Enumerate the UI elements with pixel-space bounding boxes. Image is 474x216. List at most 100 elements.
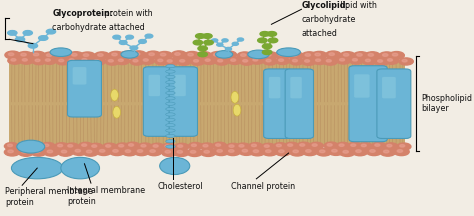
Circle shape <box>329 53 335 56</box>
Circle shape <box>38 36 48 40</box>
Circle shape <box>306 150 311 152</box>
Circle shape <box>118 145 124 147</box>
Circle shape <box>366 148 382 156</box>
Ellipse shape <box>166 129 175 132</box>
Circle shape <box>102 143 117 150</box>
Circle shape <box>150 143 164 150</box>
Circle shape <box>380 148 395 156</box>
Circle shape <box>312 144 317 146</box>
FancyBboxPatch shape <box>73 67 86 85</box>
Circle shape <box>4 148 20 156</box>
Circle shape <box>188 143 202 150</box>
Ellipse shape <box>166 140 175 143</box>
Circle shape <box>138 40 146 43</box>
Circle shape <box>35 150 40 153</box>
Circle shape <box>31 148 46 156</box>
Circle shape <box>165 150 171 153</box>
Circle shape <box>83 54 89 56</box>
Circle shape <box>80 52 95 60</box>
Ellipse shape <box>166 91 175 95</box>
Circle shape <box>180 60 185 62</box>
Circle shape <box>100 149 105 152</box>
Circle shape <box>66 57 80 64</box>
Circle shape <box>184 51 200 59</box>
Circle shape <box>198 52 208 57</box>
Text: protein with: protein with <box>101 9 152 18</box>
Circle shape <box>263 50 272 55</box>
FancyBboxPatch shape <box>382 77 396 98</box>
Ellipse shape <box>50 48 72 57</box>
Circle shape <box>123 53 128 56</box>
FancyBboxPatch shape <box>148 75 160 96</box>
Circle shape <box>119 41 127 44</box>
Ellipse shape <box>166 124 175 127</box>
Circle shape <box>113 149 118 152</box>
Circle shape <box>19 57 34 64</box>
Text: Phospholipid
bilayer: Phospholipid bilayer <box>421 94 472 113</box>
Circle shape <box>343 151 348 153</box>
Circle shape <box>260 32 269 36</box>
Circle shape <box>290 58 304 65</box>
Ellipse shape <box>160 157 190 175</box>
Ellipse shape <box>216 51 233 58</box>
Circle shape <box>319 150 325 153</box>
Circle shape <box>46 59 50 61</box>
Circle shape <box>174 143 189 150</box>
Circle shape <box>128 144 134 146</box>
Circle shape <box>293 150 298 153</box>
Circle shape <box>32 145 36 147</box>
Circle shape <box>8 150 13 153</box>
Circle shape <box>265 54 271 56</box>
Circle shape <box>119 51 135 59</box>
Circle shape <box>392 53 398 56</box>
Circle shape <box>82 59 87 61</box>
Circle shape <box>191 58 205 65</box>
Circle shape <box>68 52 83 59</box>
Circle shape <box>145 34 153 38</box>
Circle shape <box>68 145 73 147</box>
Circle shape <box>187 149 202 156</box>
Circle shape <box>365 59 370 62</box>
Text: lipid with: lipid with <box>338 1 377 10</box>
Circle shape <box>384 143 398 150</box>
Circle shape <box>58 54 64 57</box>
Circle shape <box>241 54 246 56</box>
Circle shape <box>35 59 40 62</box>
Circle shape <box>23 31 32 35</box>
Circle shape <box>72 148 87 155</box>
Circle shape <box>351 144 356 146</box>
Ellipse shape <box>166 65 175 68</box>
Circle shape <box>106 145 110 147</box>
Circle shape <box>315 53 320 56</box>
Circle shape <box>140 57 155 64</box>
Circle shape <box>279 150 284 152</box>
Circle shape <box>22 150 27 153</box>
Circle shape <box>9 53 14 56</box>
Circle shape <box>56 58 70 65</box>
Circle shape <box>203 34 212 38</box>
Circle shape <box>388 59 392 61</box>
Circle shape <box>222 39 228 42</box>
Circle shape <box>262 52 278 59</box>
Circle shape <box>229 145 234 147</box>
Circle shape <box>326 60 331 62</box>
Circle shape <box>275 57 290 64</box>
Ellipse shape <box>111 89 118 101</box>
Circle shape <box>46 29 55 34</box>
Circle shape <box>374 58 389 65</box>
Circle shape <box>263 44 272 49</box>
Ellipse shape <box>61 157 100 179</box>
Circle shape <box>383 54 388 56</box>
Circle shape <box>394 148 409 156</box>
Circle shape <box>221 51 237 59</box>
Circle shape <box>58 144 63 147</box>
Circle shape <box>130 58 144 65</box>
Circle shape <box>204 150 210 153</box>
Circle shape <box>21 144 26 147</box>
Circle shape <box>46 54 52 56</box>
Circle shape <box>108 51 124 59</box>
Circle shape <box>218 59 223 62</box>
Circle shape <box>389 52 404 59</box>
Circle shape <box>213 53 219 56</box>
Circle shape <box>370 150 375 152</box>
